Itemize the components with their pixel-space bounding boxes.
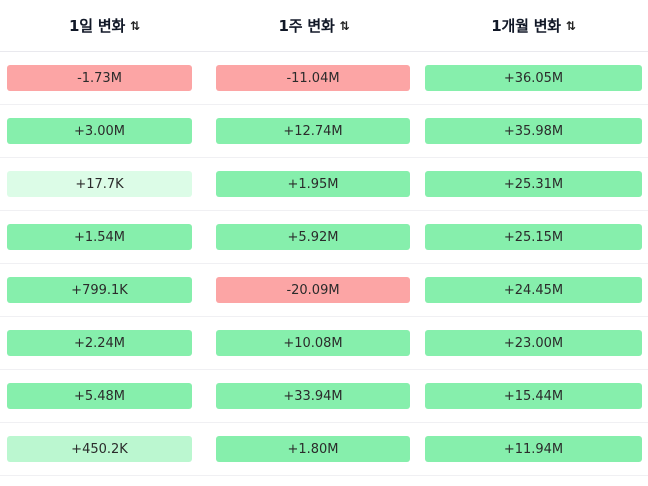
change-badge: +3.00M <box>7 118 192 144</box>
cell-1d: +17.7K <box>0 158 209 210</box>
table-row[interactable]: +3.00M +12.74M +35.98M <box>0 105 648 158</box>
cell-1d: +5.48M <box>0 370 209 422</box>
change-badge: +33.94M <box>216 383 410 409</box>
cell-1d: +450.2K <box>0 423 209 475</box>
column-header-label: 1주 변화 <box>278 17 335 35</box>
change-badge: +24.45M <box>425 277 642 303</box>
cell-1m: +23.00M <box>419 317 648 369</box>
cell-1w: +33.94M <box>209 370 419 422</box>
cell-1d: +1.54M <box>0 211 209 263</box>
cell-1d: +2.24M <box>0 317 209 369</box>
column-header-1w-change[interactable]: 1주 변화 ⇅ <box>209 0 419 51</box>
change-badge: +2.24M <box>7 330 192 356</box>
change-badge: +450.2K <box>7 436 192 462</box>
table-row[interactable]: +5.48M +33.94M +15.44M <box>0 370 648 423</box>
cell-1m: +35.98M <box>419 105 648 157</box>
cell-1m: +36.05M <box>419 52 648 104</box>
change-badge: +1.95M <box>216 171 410 197</box>
change-badge: +12.74M <box>216 118 410 144</box>
change-badge: +25.31M <box>425 171 642 197</box>
change-badge: +17.7K <box>7 171 192 197</box>
sort-icon[interactable]: ⇅ <box>130 18 140 33</box>
cell-1d: +799.1K <box>0 264 209 316</box>
change-badge: +36.05M <box>425 65 642 91</box>
column-header-label: 1일 변화 <box>69 17 126 35</box>
cell-1m: +15.44M <box>419 370 648 422</box>
table-row[interactable]: +17.7K +1.95M +25.31M <box>0 158 648 211</box>
sort-icon[interactable]: ⇅ <box>565 18 576 33</box>
change-badge: +5.92M <box>216 224 410 250</box>
cell-1w: +5.92M <box>209 211 419 263</box>
table-header: 1일 변화 ⇅ 1주 변화 ⇅ 1개월 변화 ⇅ <box>0 0 648 52</box>
cell-1m: +25.15M <box>419 211 648 263</box>
change-badge: +1.54M <box>7 224 192 250</box>
change-badge: +5.48M <box>7 383 192 409</box>
cell-1d: -1.73M <box>0 52 209 104</box>
change-badge: +25.15M <box>425 224 642 250</box>
change-badge: +35.98M <box>425 118 642 144</box>
table-row[interactable]: -1.73M -11.04M +36.05M <box>0 52 648 105</box>
table-row[interactable]: +1.54M +5.92M +25.15M <box>0 211 648 264</box>
change-badge: -20.09M <box>216 277 410 303</box>
cell-1w: +10.08M <box>209 317 419 369</box>
table-row[interactable]: +799.1K -20.09M +24.45M <box>0 264 648 317</box>
change-table: 1일 변화 ⇅ 1주 변화 ⇅ 1개월 변화 ⇅ -1.73M -11.04M … <box>0 0 648 476</box>
table-row[interactable]: +450.2K +1.80M +11.94M <box>0 423 648 476</box>
change-badge: +11.94M <box>425 436 642 462</box>
cell-1m: +25.31M <box>419 158 648 210</box>
column-header-label: 1개월 변화 <box>491 17 561 35</box>
cell-1w: -11.04M <box>209 52 419 104</box>
column-header-1d-change[interactable]: 1일 변화 ⇅ <box>0 0 209 51</box>
change-badge: +23.00M <box>425 330 642 356</box>
cell-1w: +1.95M <box>209 158 419 210</box>
change-badge: +15.44M <box>425 383 642 409</box>
change-badge: +10.08M <box>216 330 410 356</box>
cell-1w: -20.09M <box>209 264 419 316</box>
sort-icon[interactable]: ⇅ <box>339 18 350 33</box>
change-badge: +799.1K <box>7 277 192 303</box>
column-header-1m-change[interactable]: 1개월 변화 ⇅ <box>419 0 648 51</box>
table-row[interactable]: +2.24M +10.08M +23.00M <box>0 317 648 370</box>
cell-1w: +1.80M <box>209 423 419 475</box>
cell-1m: +11.94M <box>419 423 648 475</box>
change-badge: -1.73M <box>7 65 192 91</box>
change-badge: +1.80M <box>216 436 410 462</box>
change-badge: -11.04M <box>216 65 410 91</box>
cell-1m: +24.45M <box>419 264 648 316</box>
cell-1d: +3.00M <box>0 105 209 157</box>
cell-1w: +12.74M <box>209 105 419 157</box>
